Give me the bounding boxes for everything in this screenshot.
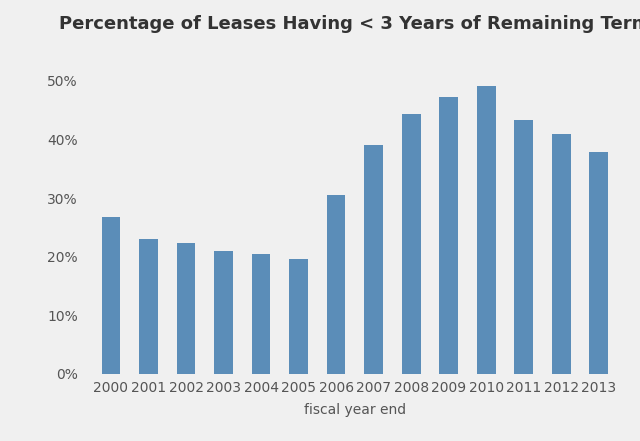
Bar bbox=[252, 254, 271, 374]
Bar bbox=[139, 239, 158, 374]
Bar bbox=[364, 145, 383, 374]
Bar bbox=[214, 251, 233, 374]
Bar bbox=[589, 152, 608, 374]
Bar bbox=[552, 134, 571, 374]
Title: Percentage of Leases Having < 3 Years of Remaining Term: Percentage of Leases Having < 3 Years of… bbox=[59, 15, 640, 33]
Bar bbox=[402, 114, 420, 374]
Bar bbox=[326, 194, 346, 374]
X-axis label: fiscal year end: fiscal year end bbox=[304, 403, 406, 417]
Bar bbox=[515, 120, 533, 374]
Bar bbox=[477, 86, 495, 374]
Bar bbox=[177, 243, 195, 374]
Bar bbox=[289, 259, 308, 374]
Bar bbox=[439, 97, 458, 374]
Bar bbox=[102, 217, 120, 374]
